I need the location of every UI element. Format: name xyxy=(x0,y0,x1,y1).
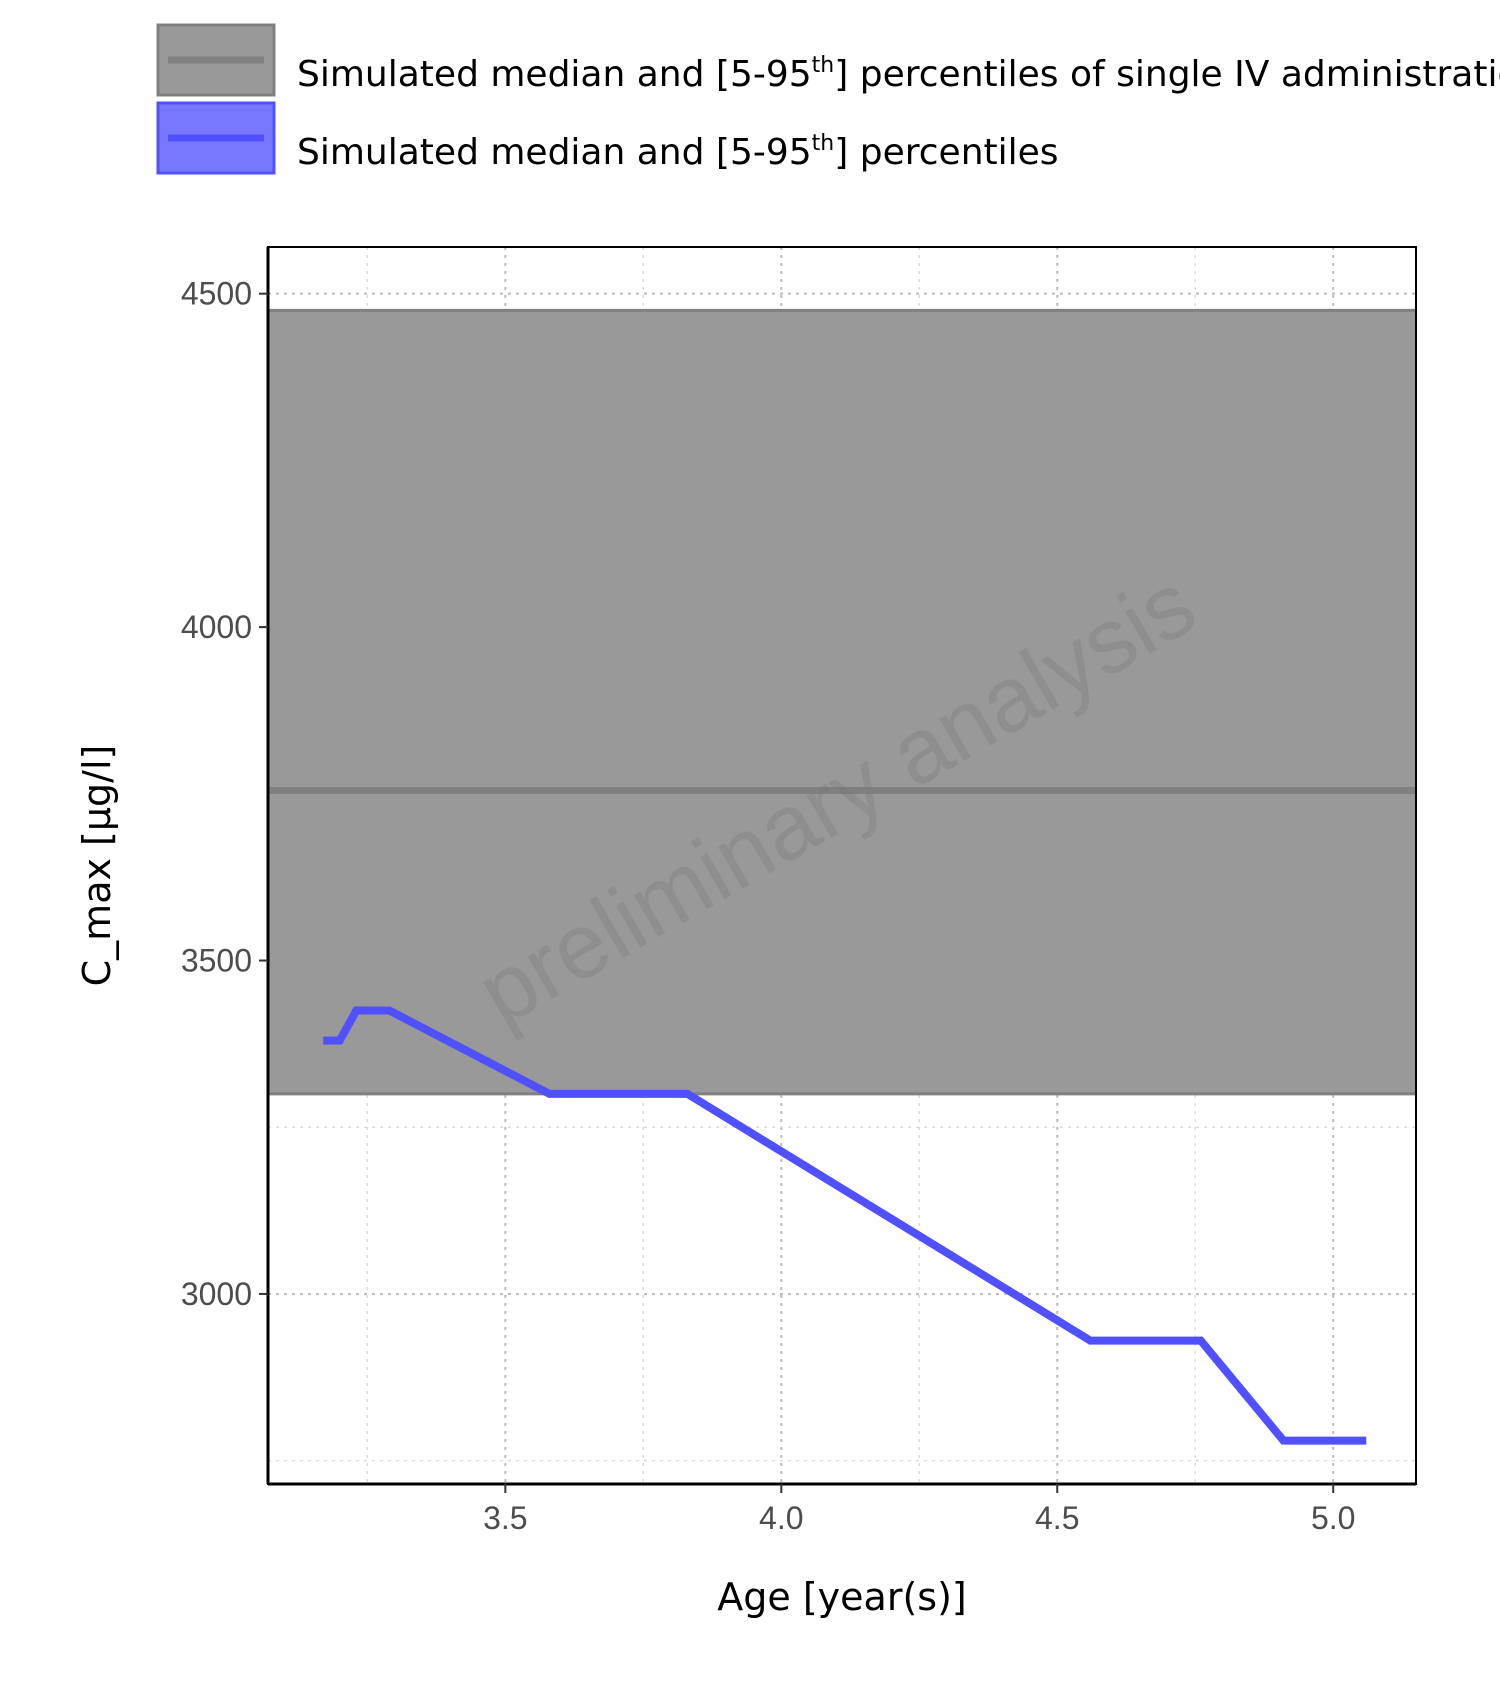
y-tick-label: 3500 xyxy=(181,943,252,979)
y-axis-title: C_max [µg/l] xyxy=(75,745,119,987)
x-tick-label: 5.0 xyxy=(1311,1500,1355,1536)
legend: Simulated median and [5-95th] percentile… xyxy=(156,23,1500,175)
plot-frame xyxy=(266,246,1417,1486)
legend-item-reference: Simulated median and [5-95th] percentile… xyxy=(156,23,1500,97)
y-tick-label: 4500 xyxy=(181,276,252,312)
series-line-0 xyxy=(323,1006,1367,1445)
x-axis-title: Age [year(s)] xyxy=(717,1575,966,1619)
reference-band xyxy=(268,308,1416,1096)
x-tick-label: 4.0 xyxy=(759,1500,803,1536)
legend-label-reference: Simulated median and [5-95th] percentile… xyxy=(297,53,1500,95)
legend-label-simulated: Simulated median and [5-95th] percentile… xyxy=(297,131,1059,173)
x-tick-label: 3.5 xyxy=(483,1500,527,1536)
x-tick-label: 4.5 xyxy=(1035,1500,1079,1536)
series-group xyxy=(323,1006,1367,1445)
x-axis: 3.5 4.0 4.5 5.0 xyxy=(483,1484,1355,1536)
legend-item-simulated: Simulated median and [5-95th] percentile… xyxy=(156,101,1059,175)
y-axis: 3000 3500 4000 4500 xyxy=(181,276,268,1312)
y-tick-label: 3000 xyxy=(181,1276,252,1312)
reference-band-area xyxy=(268,310,1416,1094)
y-tick-label: 4000 xyxy=(181,609,252,645)
